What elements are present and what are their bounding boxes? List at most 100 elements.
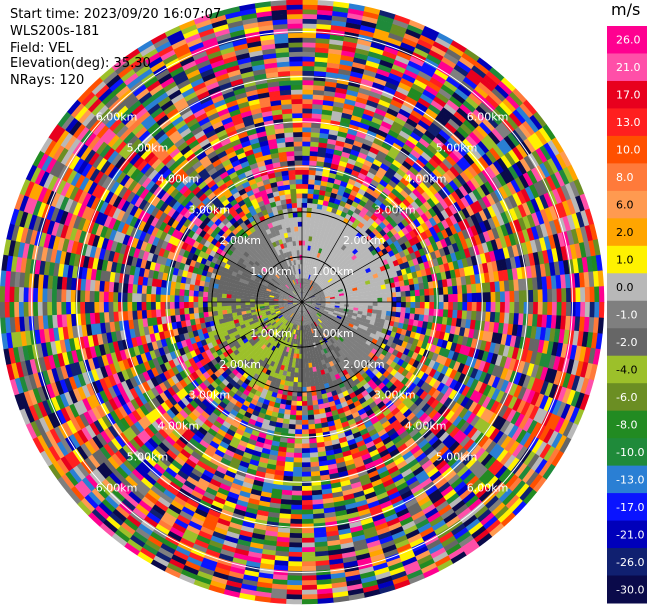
velocity-gate: [428, 217, 438, 227]
velocity-gate: [302, 51, 316, 57]
velocity-gate: [497, 270, 505, 282]
velocity-gate: [594, 286, 600, 303]
velocity-gate: [435, 272, 443, 281]
velocity-gate: [548, 220, 558, 236]
velocity-gate: [301, 575, 317, 581]
velocity-gate: [358, 87, 372, 96]
velocity-gate: [309, 146, 319, 152]
velocity-gate: [408, 212, 417, 222]
velocity-gate: [312, 289, 317, 294]
velocity-gate: [462, 182, 473, 195]
velocity-gate: [330, 254, 336, 261]
velocity-gate: [434, 191, 444, 203]
velocity-gate: [460, 239, 469, 250]
velocity-gate: [415, 172, 426, 183]
velocity-gate: [522, 215, 532, 230]
velocity-gate: [386, 292, 392, 298]
velocity-gate: [508, 194, 519, 209]
velocity-gate: [305, 235, 310, 242]
velocity-gate: [317, 280, 323, 286]
velocity-gate: [355, 268, 362, 275]
velocity-gate: [468, 191, 479, 204]
velocity-gate: [311, 108, 323, 115]
velocity-gate: [306, 381, 311, 388]
velocity-gate: [389, 27, 406, 38]
velocity-gate: [292, 386, 298, 392]
velocity-gate: [372, 305, 378, 311]
velocity-gate: [318, 194, 325, 201]
velocity-gate: [531, 277, 538, 291]
velocity-gate: [382, 218, 391, 227]
velocity-gate: [373, 112, 386, 122]
velocity-gate: [315, 232, 321, 239]
velocity-gate: [412, 105, 426, 117]
velocity-gate: [452, 148, 464, 161]
velocity-gate: [340, 263, 347, 270]
velocity-gate: [352, 287, 358, 292]
velocity-gate: [488, 178, 499, 192]
velocity-gate: [390, 266, 397, 274]
velocity-gate: [465, 216, 475, 228]
velocity-gate: [453, 222, 462, 234]
velocity-gate: [507, 165, 520, 180]
velocity-gate: [465, 134, 478, 148]
velocity-gate: [351, 200, 359, 209]
velocity-gate: [439, 199, 449, 210]
velocity-gate: [445, 216, 454, 228]
velocity-gate: [381, 141, 393, 151]
velocity-gate: [305, 377, 311, 383]
velocity-gate: [405, 266, 412, 275]
velocity-gate: [511, 146, 525, 162]
velocity-gate: [420, 268, 427, 277]
velocity-gate: [309, 442, 318, 449]
velocity-gate: [355, 131, 367, 140]
velocity-gate: [589, 223, 598, 241]
velocity-gate: [379, 59, 394, 69]
velocity-gate: [548, 205, 559, 221]
velocity-gate: [436, 32, 454, 45]
velocity-gate: [476, 302, 482, 312]
velocity-gate: [418, 137, 431, 149]
velocity-gate: [488, 111, 503, 126]
velocity-gate: [332, 183, 341, 190]
velocity-gate: [365, 283, 372, 289]
velocity-gate: [301, 466, 311, 473]
velocity-gate: [308, 179, 316, 185]
velocity-gate: [379, 202, 388, 211]
velocity-gate: [504, 291, 510, 303]
velocity-gate: [331, 20, 347, 28]
velocity-gate: [323, 249, 328, 256]
velocity-gate: [327, 286, 333, 291]
velocity-gate: [290, 499, 302, 506]
velocity-gate: [520, 242, 529, 256]
velocity-gate: [302, 108, 313, 114]
velocity-gate: [347, 288, 354, 293]
velocity-gate: [311, 122, 322, 129]
velocity-gate: [332, 202, 340, 210]
velocity-gate: [411, 162, 423, 173]
velocity-gate: [302, 4, 319, 10]
velocity-gate: [487, 131, 501, 145]
velocity-gate: [367, 125, 380, 135]
velocity-gate: [519, 102, 534, 119]
velocity-gate: [433, 287, 439, 296]
velocity-gate: [309, 160, 318, 166]
velocity-gate: [346, 17, 363, 26]
velocity-gate: [494, 124, 508, 140]
velocity-gate: [303, 282, 306, 289]
velocity-gate: [363, 108, 376, 118]
velocity-gate: [561, 288, 567, 303]
velocity-gate: [302, 188, 309, 194]
velocity-gate: [310, 295, 316, 299]
velocity-gate: [500, 77, 517, 93]
velocity-gate: [370, 282, 377, 288]
velocity-gate: [445, 154, 457, 167]
velocity-gate: [382, 297, 388, 303]
velocity-gate: [302, 28, 317, 34]
velocity-gate: [539, 223, 549, 238]
velocity-gate: [394, 155, 406, 165]
velocity-gate: [456, 107, 470, 120]
velocity-gate: [308, 291, 313, 296]
velocity-gate: [400, 291, 406, 298]
velocity-gate: [471, 292, 477, 303]
